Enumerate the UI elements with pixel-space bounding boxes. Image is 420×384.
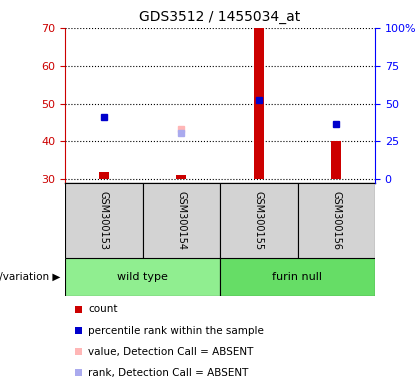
Bar bbox=[254, 28, 264, 179]
Text: GSM300154: GSM300154 bbox=[176, 191, 186, 250]
Text: percentile rank within the sample: percentile rank within the sample bbox=[88, 326, 264, 336]
Text: furin null: furin null bbox=[273, 272, 323, 282]
Text: GSM300156: GSM300156 bbox=[331, 191, 341, 250]
Bar bbox=[220, 183, 297, 258]
Bar bbox=[99, 172, 109, 179]
Bar bbox=[297, 183, 375, 258]
Title: GDS3512 / 1455034_at: GDS3512 / 1455034_at bbox=[139, 10, 301, 24]
Bar bbox=[220, 258, 375, 296]
Text: value, Detection Call = ABSENT: value, Detection Call = ABSENT bbox=[88, 347, 254, 357]
Bar bbox=[331, 141, 341, 179]
Bar bbox=[142, 183, 220, 258]
Text: GSM300155: GSM300155 bbox=[254, 191, 264, 250]
Bar bbox=[176, 175, 186, 179]
Text: GSM300153: GSM300153 bbox=[99, 191, 109, 250]
Text: rank, Detection Call = ABSENT: rank, Detection Call = ABSENT bbox=[88, 368, 249, 378]
Text: genotype/variation ▶: genotype/variation ▶ bbox=[0, 272, 61, 282]
Bar bbox=[65, 258, 220, 296]
Bar bbox=[65, 183, 142, 258]
Text: wild type: wild type bbox=[117, 272, 168, 282]
Text: count: count bbox=[88, 305, 118, 314]
